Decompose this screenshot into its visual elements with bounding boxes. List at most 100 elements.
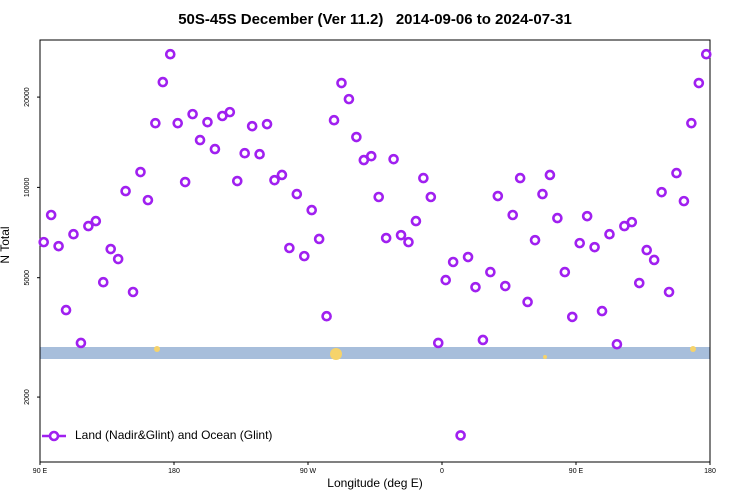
point	[455, 430, 466, 441]
point	[53, 240, 64, 252]
point	[529, 234, 541, 246]
point	[90, 215, 102, 227]
x-tick-label: 180	[704, 468, 716, 475]
point	[447, 256, 459, 268]
point	[410, 215, 422, 227]
legend-marker	[48, 430, 60, 442]
point	[284, 242, 295, 254]
point	[209, 143, 221, 155]
point	[142, 194, 154, 206]
point	[432, 337, 444, 349]
point	[239, 147, 251, 159]
point	[686, 117, 697, 129]
x-tick-label: 90 E	[33, 468, 48, 475]
point	[633, 277, 645, 289]
point	[202, 116, 213, 128]
point	[566, 311, 578, 323]
point	[380, 232, 392, 244]
point	[112, 253, 124, 265]
point	[499, 280, 511, 292]
point	[127, 286, 139, 298]
point	[671, 167, 682, 179]
y-tick-label: 10000	[24, 178, 31, 198]
x-tick-label: 0	[440, 468, 444, 475]
chart-title: 50S-45S December (Ver 11.2) 2014-09-06 t…	[178, 11, 572, 28]
point	[395, 229, 407, 241]
point	[477, 334, 489, 346]
point	[269, 174, 280, 186]
point	[507, 209, 519, 221]
point	[321, 310, 332, 322]
point	[596, 305, 608, 317]
point	[418, 172, 429, 184]
point	[306, 204, 318, 216]
plot-frame	[39, 39, 711, 463]
point	[514, 172, 526, 184]
spot	[543, 355, 547, 359]
x-axis-label: Longitude (deg E)	[327, 476, 422, 490]
point	[291, 188, 303, 200]
point	[678, 195, 690, 207]
point	[157, 76, 169, 88]
point	[135, 166, 146, 178]
point	[693, 77, 705, 89]
x-tick-label: 90 W	[300, 468, 317, 475]
point	[425, 191, 437, 203]
point	[574, 237, 586, 249]
point	[388, 153, 399, 165]
point	[365, 150, 377, 162]
point	[298, 250, 310, 262]
point	[261, 118, 273, 130]
spot	[690, 346, 696, 352]
y-tick-label: 20000	[24, 87, 31, 107]
point	[604, 228, 615, 240]
point	[38, 236, 50, 248]
point	[648, 254, 660, 266]
point	[172, 117, 184, 129]
x-tick-label: 90 E	[569, 468, 584, 475]
spot	[330, 348, 342, 360]
point	[60, 304, 72, 316]
point	[83, 220, 94, 232]
point	[552, 212, 563, 224]
point	[105, 243, 117, 255]
point	[656, 186, 667, 198]
point	[179, 176, 191, 188]
point	[492, 190, 504, 202]
point	[700, 48, 712, 60]
point	[120, 185, 131, 197]
point	[470, 281, 481, 293]
point	[611, 338, 623, 350]
y-axis-label: N Total	[0, 226, 12, 263]
point	[537, 188, 548, 200]
point	[194, 134, 206, 146]
point	[351, 131, 362, 143]
point	[75, 337, 87, 349]
point	[641, 244, 653, 256]
band	[40, 347, 710, 359]
point	[485, 266, 496, 278]
point	[544, 169, 556, 181]
x-tick-label: 180	[168, 468, 180, 475]
point	[626, 216, 638, 228]
point	[373, 191, 385, 203]
point	[254, 148, 265, 160]
point	[462, 251, 474, 263]
point	[68, 228, 79, 240]
point	[313, 233, 325, 245]
point	[97, 276, 109, 288]
point	[440, 274, 452, 286]
point	[663, 286, 675, 298]
point	[246, 120, 258, 132]
spot	[154, 346, 160, 352]
point	[343, 93, 355, 105]
point	[336, 77, 347, 89]
y-tick-label: 5000	[24, 270, 31, 286]
point	[559, 266, 571, 278]
point	[164, 48, 176, 60]
y-tick-label: 2000	[24, 389, 31, 405]
point	[589, 241, 600, 253]
point	[403, 236, 414, 248]
point	[581, 210, 593, 222]
